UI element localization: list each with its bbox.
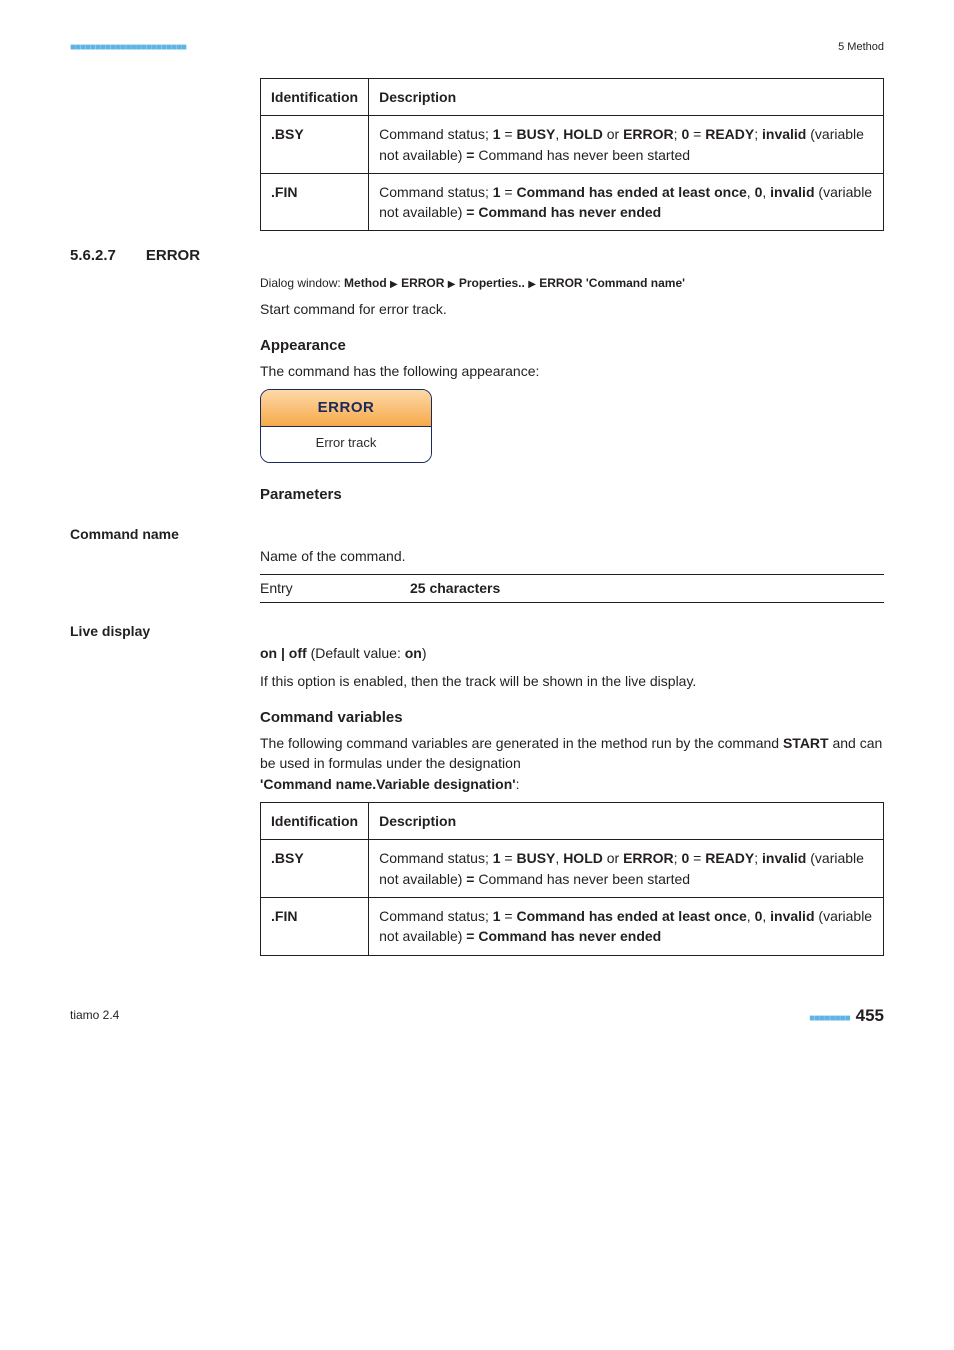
- entry-label: Entry: [260, 578, 410, 598]
- section-intro: Start command for error track.: [260, 299, 884, 319]
- ident-cell: .BSY: [261, 116, 369, 174]
- identification-table-2: Identification Description .BSY Command …: [260, 802, 884, 955]
- entry-row: Entry 25 characters: [260, 574, 884, 602]
- section-heading: 5.6.2.7 ERROR: [70, 245, 884, 267]
- identification-table-1: Identification Description .BSY Command …: [260, 78, 884, 231]
- ident-cell: .FIN: [261, 897, 369, 955]
- live-display-label: Live display: [70, 621, 884, 641]
- chapter-label: 5 Method: [838, 40, 884, 56]
- page-footer: tiamo 2.4 ■■■■■■■■ 455: [70, 1004, 884, 1029]
- error-button-top: ERROR: [261, 390, 431, 427]
- col-description: Description: [369, 78, 884, 115]
- page-number: 455: [856, 1006, 884, 1025]
- entry-value: 25 characters: [410, 578, 500, 598]
- ident-cell: .FIN: [261, 173, 369, 231]
- dialog-path: Dialog window: Method ▶ ERROR ▶ Properti…: [260, 275, 884, 293]
- command-variables-heading: Command variables: [260, 707, 884, 729]
- appearance-text: The command has the following appearance…: [260, 361, 884, 381]
- footer-right: ■■■■■■■■ 455: [809, 1004, 884, 1029]
- desc-cell: Command status; 1 = Command has ended at…: [369, 897, 884, 955]
- col-identification: Identification: [261, 78, 369, 115]
- table-row: .BSY Command status; 1 = BUSY, HOLD or E…: [261, 116, 884, 174]
- footer-left: tiamo 2.4: [70, 1007, 119, 1024]
- command-name-label: Command name: [70, 524, 884, 544]
- ident-cell: .BSY: [261, 840, 369, 898]
- command-variables-intro: The following command variables are gene…: [260, 733, 884, 794]
- col-description: Description: [369, 803, 884, 840]
- desc-cell: Command status; 1 = BUSY, HOLD or ERROR;…: [369, 116, 884, 174]
- error-button-bottom: Error track: [261, 427, 431, 462]
- section-title: ERROR: [146, 245, 200, 267]
- page-header: ■■■■■■■■■■■■■■■■■■■■■■■ 5 Method: [70, 40, 884, 56]
- live-display-text: If this option is enabled, then the trac…: [260, 671, 884, 691]
- triangle-icon: ▶: [528, 279, 536, 290]
- header-dots: ■■■■■■■■■■■■■■■■■■■■■■■: [70, 41, 186, 56]
- parameters-heading: Parameters: [260, 484, 884, 506]
- appearance-heading: Appearance: [260, 335, 884, 357]
- col-identification: Identification: [261, 803, 369, 840]
- triangle-icon: ▶: [448, 279, 456, 290]
- section-number: 5.6.2.7: [70, 245, 116, 267]
- error-command-widget: ERROR Error track: [260, 389, 884, 468]
- command-name-text: Name of the command.: [260, 546, 884, 566]
- table-row: .FIN Command status; 1 = Command has end…: [261, 173, 884, 231]
- table-row: .BSY Command status; 1 = BUSY, HOLD or E…: [261, 840, 884, 898]
- table-row: .FIN Command status; 1 = Command has end…: [261, 897, 884, 955]
- footer-dots: ■■■■■■■■: [809, 1013, 849, 1024]
- desc-cell: Command status; 1 = Command has ended at…: [369, 173, 884, 231]
- desc-cell: Command status; 1 = BUSY, HOLD or ERROR;…: [369, 840, 884, 898]
- live-display-options: on | off (Default value: on): [260, 643, 884, 663]
- triangle-icon: ▶: [390, 279, 398, 290]
